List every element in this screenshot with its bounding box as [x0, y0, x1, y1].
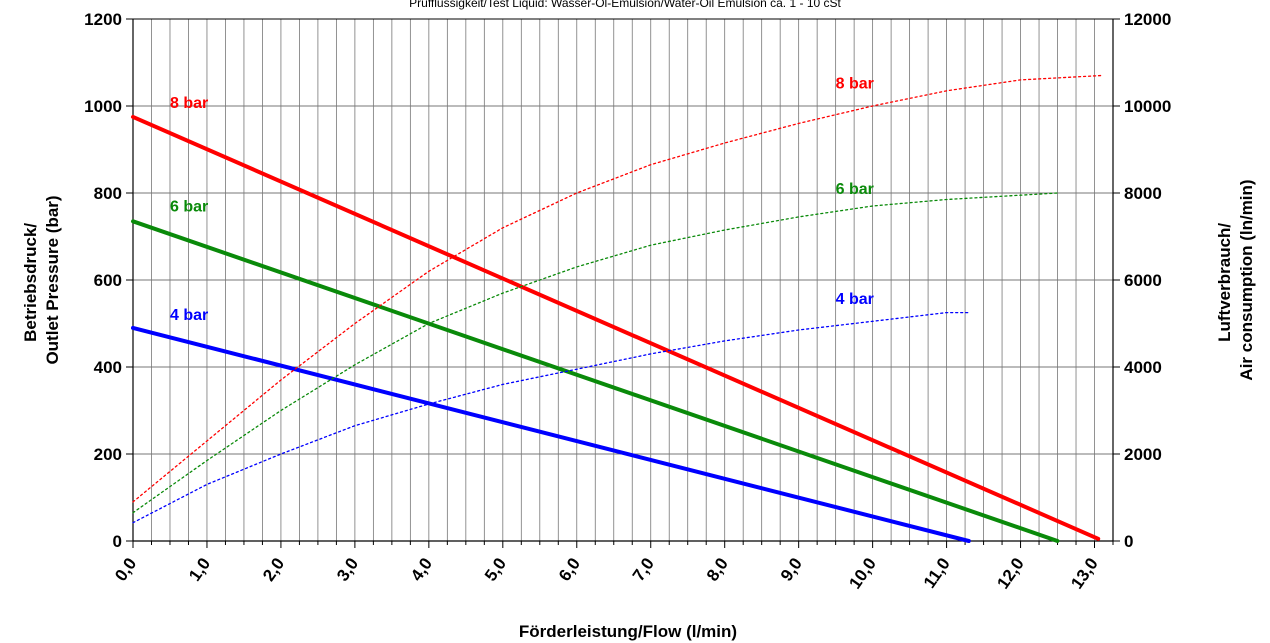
- y-tick-label: 200: [94, 445, 122, 464]
- axes: 0200400600800100012000200040006000800010…: [84, 10, 1171, 592]
- series-labels: 8 bar 6 bar 4 bar 8 bar 6 bar 4 bar: [170, 76, 874, 324]
- y2-tick-label: 8000: [1124, 184, 1162, 203]
- series-label: 8 bar: [836, 76, 874, 93]
- y-tick-label: 400: [94, 358, 122, 377]
- y-tick-label: 800: [94, 184, 122, 203]
- y-tick-label: 1000: [84, 97, 122, 116]
- y2-tick-label: 6000: [1124, 271, 1162, 290]
- grid: [133, 19, 1113, 541]
- y2-tick-label: 4000: [1124, 358, 1162, 377]
- y2-tick-label: 0: [1124, 532, 1133, 551]
- series: [131, 74, 1103, 543]
- x-tick-label: 10,0: [845, 554, 880, 592]
- y2-axis-title-line-1: Luftverbrauch/: [1215, 223, 1234, 342]
- series-label: 4 bar: [170, 307, 208, 324]
- x-tick-label: 7,0: [629, 554, 658, 584]
- series-label: 8 bar: [170, 95, 208, 112]
- x-tick-label: 1,0: [185, 554, 214, 584]
- chart-subtitle: Prüfflüssigkeit/Test Liquid: Wasser-Öl-E…: [409, 0, 841, 10]
- y2-tick-label: 10000: [1124, 97, 1171, 116]
- x-tick-label: 8,0: [703, 554, 732, 584]
- series-line-8-bar-left: [131, 114, 1101, 541]
- x-tick-label: 0,0: [111, 554, 140, 584]
- series-line-6-bar-left: [131, 219, 1060, 543]
- y-axis-title-line-1: Betriebsdruck/: [21, 223, 40, 342]
- x-tick-label: 3,0: [333, 554, 362, 584]
- series-label: 6 bar: [836, 181, 874, 198]
- series-label: 4 bar: [836, 291, 874, 308]
- x-tick-label: 5,0: [481, 554, 510, 584]
- y-tick-label: 1200: [84, 10, 122, 29]
- series-line-4-bar-right: [132, 311, 970, 524]
- series-line-4-bar-left: [131, 325, 971, 543]
- x-axis-title: Förderleistung/Flow (l/min): [519, 622, 737, 641]
- x-tick-label: 12,0: [993, 554, 1028, 592]
- series-line-8-bar-right: [132, 74, 1103, 503]
- y-axis-title: Betriebsdruck/ Outlet Pressure (bar): [21, 195, 62, 364]
- y-tick-label: 0: [113, 532, 122, 551]
- x-tick-label: 9,0: [777, 554, 806, 584]
- y2-axis-title: Luftverbrauch/ Air consumption (ln/min): [1215, 179, 1256, 380]
- x-tick-label: 11,0: [920, 554, 954, 591]
- y2-tick-label: 12000: [1124, 10, 1171, 29]
- x-tick-label: 6,0: [555, 554, 584, 584]
- x-tick-label: 13,0: [1067, 554, 1102, 592]
- series-label: 6 bar: [170, 199, 208, 216]
- y-axis-title-line-2: Outlet Pressure (bar): [43, 195, 62, 364]
- x-tick-label: 4,0: [407, 554, 436, 584]
- y-tick-label: 600: [94, 271, 122, 290]
- x-tick-label: 2,0: [259, 554, 288, 584]
- y2-tick-label: 2000: [1124, 445, 1162, 464]
- y2-axis-title-line-2: Air consumption (ln/min): [1237, 179, 1256, 380]
